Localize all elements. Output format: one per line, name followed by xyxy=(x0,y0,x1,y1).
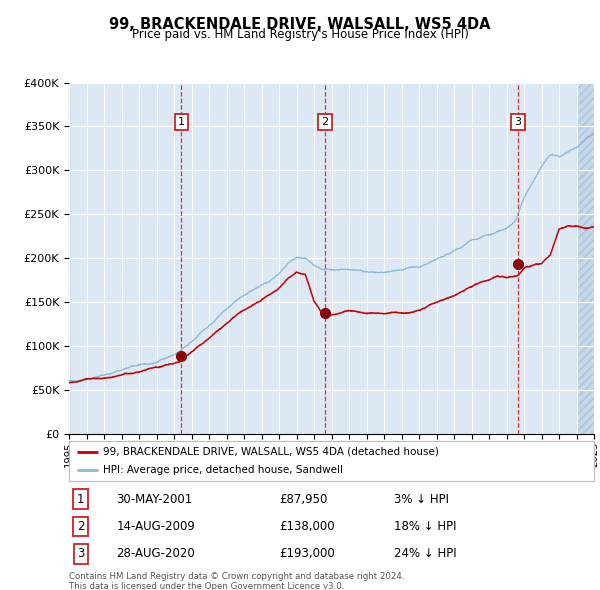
Text: 18% ↓ HPI: 18% ↓ HPI xyxy=(395,520,457,533)
Text: 28-AUG-2020: 28-AUG-2020 xyxy=(116,548,195,560)
Text: This data is licensed under the Open Government Licence v3.0.: This data is licensed under the Open Gov… xyxy=(69,582,344,590)
Text: 24% ↓ HPI: 24% ↓ HPI xyxy=(395,548,457,560)
Text: HPI: Average price, detached house, Sandwell: HPI: Average price, detached house, Sand… xyxy=(103,465,343,475)
Text: Price paid vs. HM Land Registry's House Price Index (HPI): Price paid vs. HM Land Registry's House … xyxy=(131,28,469,41)
Text: 3: 3 xyxy=(515,117,521,127)
Text: 14-AUG-2009: 14-AUG-2009 xyxy=(116,520,195,533)
Text: £193,000: £193,000 xyxy=(279,548,335,560)
Text: 2: 2 xyxy=(321,117,328,127)
Text: 2: 2 xyxy=(77,520,84,533)
Bar xyxy=(577,83,594,434)
Text: Contains HM Land Registry data © Crown copyright and database right 2024.: Contains HM Land Registry data © Crown c… xyxy=(69,572,404,581)
Text: 30-MAY-2001: 30-MAY-2001 xyxy=(116,493,193,506)
Text: 3: 3 xyxy=(77,548,84,560)
FancyBboxPatch shape xyxy=(69,441,594,481)
Text: 3% ↓ HPI: 3% ↓ HPI xyxy=(395,493,449,506)
Text: 99, BRACKENDALE DRIVE, WALSALL, WS5 4DA (detached house): 99, BRACKENDALE DRIVE, WALSALL, WS5 4DA … xyxy=(103,447,439,457)
Bar xyxy=(577,83,594,434)
Text: £138,000: £138,000 xyxy=(279,520,335,533)
Text: 1: 1 xyxy=(77,493,84,506)
Text: 1: 1 xyxy=(178,117,185,127)
Text: £87,950: £87,950 xyxy=(279,493,328,506)
Text: 99, BRACKENDALE DRIVE, WALSALL, WS5 4DA: 99, BRACKENDALE DRIVE, WALSALL, WS5 4DA xyxy=(109,17,491,31)
